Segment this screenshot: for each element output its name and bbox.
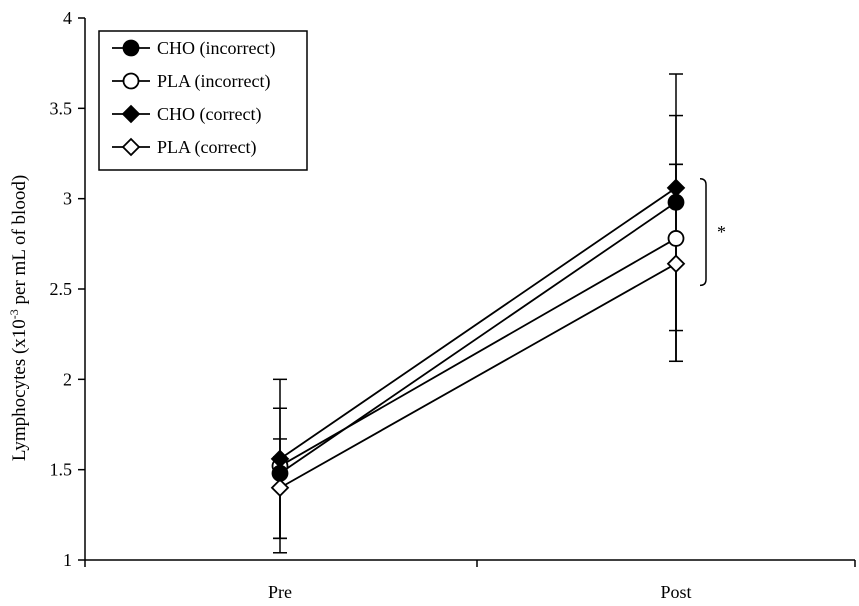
y-axis-label: Lymphocytes (x10-3 per mL of blood) xyxy=(7,175,30,461)
y-tick-label: 3 xyxy=(63,189,72,209)
series-markers xyxy=(270,178,686,498)
data-point xyxy=(666,178,686,198)
legend-label: PLA (incorrect) xyxy=(157,71,270,92)
series-lines xyxy=(279,187,677,489)
data-point xyxy=(666,254,686,273)
y-tick-label: 4 xyxy=(63,8,72,28)
y-tick-label: 2.5 xyxy=(50,279,73,299)
series-line xyxy=(279,187,677,460)
data-point xyxy=(667,230,685,247)
x-tick-labels: Pre Post xyxy=(268,582,692,602)
legend-marker xyxy=(122,72,140,90)
x-tick-label: Post xyxy=(660,582,691,602)
legend-label: PLA (correct) xyxy=(157,137,256,158)
significance-bracket: * xyxy=(699,178,726,287)
error-bars xyxy=(273,73,683,554)
data-point xyxy=(270,478,290,498)
legend-marker xyxy=(121,104,141,124)
y-tick-label: 1 xyxy=(63,550,72,570)
legend: CHO (incorrect) PLA (incorrect) CHO (corre… xyxy=(98,30,308,171)
x-tick-label: Pre xyxy=(268,582,292,602)
legend-label: CHO (incorrect) xyxy=(157,38,275,59)
y-tick-label: 3.5 xyxy=(50,98,73,118)
axes xyxy=(78,17,856,567)
significance-star: * xyxy=(717,222,726,242)
legend-marker xyxy=(122,39,140,57)
significance-bracket-line xyxy=(699,178,707,287)
data-point xyxy=(270,449,290,469)
y-tick-label: 2 xyxy=(63,369,72,389)
legend-marker xyxy=(121,137,141,157)
y-tick-labels: 1 1.5 2 2.5 3 3.5 4 xyxy=(50,8,73,570)
legend-label: CHO (correct) xyxy=(157,104,261,125)
series-line xyxy=(279,262,677,489)
series-line xyxy=(279,237,677,467)
y-tick-label: 1.5 xyxy=(50,460,73,480)
